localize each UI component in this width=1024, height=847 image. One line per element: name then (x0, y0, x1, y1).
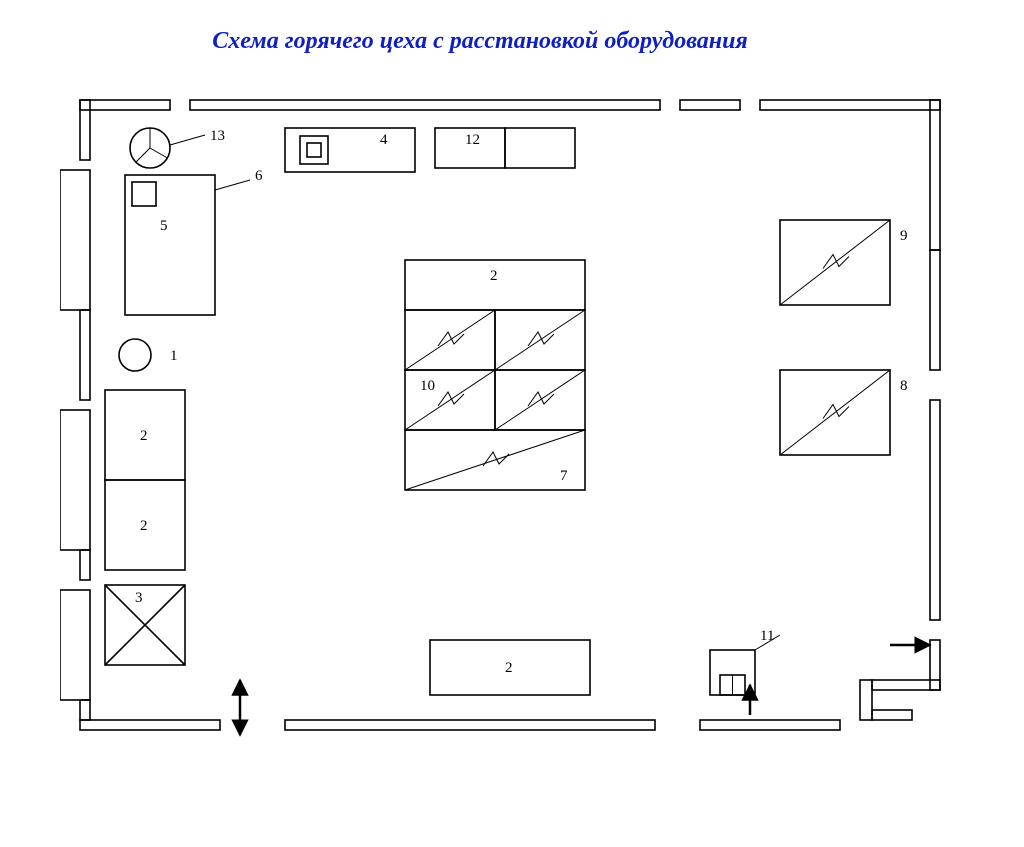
svg-text:9: 9 (900, 228, 908, 244)
svg-text:12: 12 (465, 132, 480, 148)
svg-text:10: 10 (420, 378, 435, 394)
svg-text:2: 2 (140, 428, 148, 444)
svg-text:7: 7 (560, 468, 568, 484)
svg-text:2: 2 (140, 518, 148, 534)
svg-text:11: 11 (760, 628, 774, 644)
walls (60, 100, 940, 730)
floorplan-diagram: 5 2 2 3 4 12 2 10 7 9 8 2 11 13 1 6 (60, 80, 960, 760)
equipment-rects (105, 128, 890, 695)
labels: 5 2 2 3 4 12 2 10 7 9 8 2 11 13 1 6 (135, 128, 908, 676)
svg-text:2: 2 (505, 660, 513, 676)
diagram-title: Схема горячего цеха с расстановкой обору… (0, 28, 960, 55)
equipment-circles (119, 128, 170, 371)
slide-sidebar (972, 0, 1024, 767)
svg-text:1: 1 (170, 348, 178, 364)
svg-text:13: 13 (210, 128, 225, 144)
svg-text:5: 5 (160, 218, 168, 234)
annotations (105, 128, 890, 695)
svg-text:2: 2 (490, 268, 498, 284)
svg-text:6: 6 (255, 168, 263, 184)
svg-text:8: 8 (900, 378, 908, 394)
arrows (240, 645, 930, 735)
svg-text:4: 4 (380, 132, 388, 148)
svg-text:3: 3 (135, 590, 143, 606)
